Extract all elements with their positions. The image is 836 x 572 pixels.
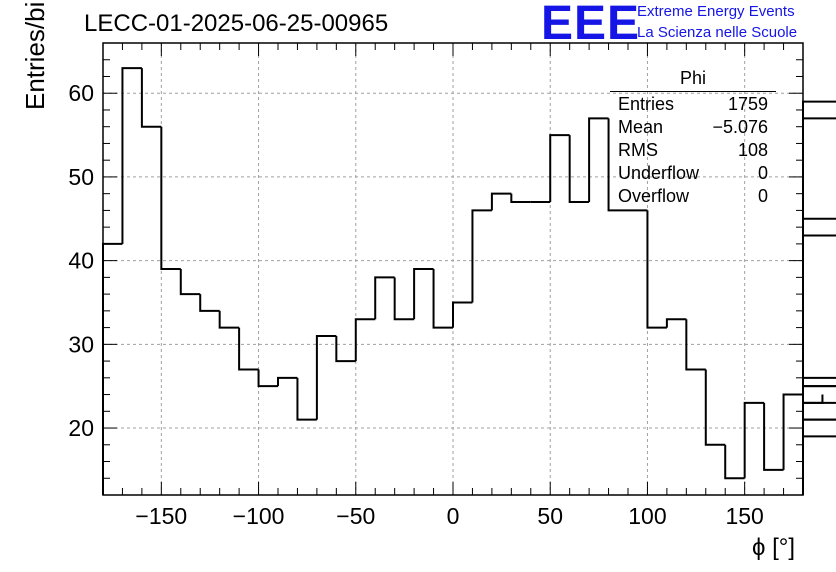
stats-value: 0 — [757, 186, 768, 206]
histogram-bin — [179, 269, 201, 296]
x-tick-label: 100 — [628, 503, 666, 529]
histogram-bin — [803, 217, 836, 220]
axis-tick-labels: −150 −100 −50 0 50 100 150 20 30 40 50 60 — [68, 80, 763, 529]
histogram-bin — [549, 134, 570, 203]
x-axis-label: ϕ [°] — [752, 534, 796, 561]
histogram-bin — [218, 310, 240, 329]
histogram-bin — [704, 369, 726, 446]
stats-row-underflow: Underflow 0 — [610, 162, 776, 185]
x-tick-label: −50 — [336, 503, 375, 529]
stats-value: 108 — [737, 140, 768, 160]
histogram-bin — [160, 126, 181, 270]
logo-caption-line2: La Scienza nelle Scuole — [637, 24, 798, 41]
histogram-bin — [685, 319, 706, 371]
histogram-bin — [121, 67, 142, 244]
x-tick-label: 0 — [447, 503, 460, 529]
stats-row-entries: Entries 1759 — [610, 93, 776, 116]
logo-caption-line1: Extreme Energy Events — [637, 3, 795, 20]
stats-row-rms: RMS 108 — [610, 139, 776, 162]
histogram-bin — [743, 401, 765, 479]
stats-label: Entries — [618, 94, 675, 114]
stats-label: Underflow — [618, 163, 700, 183]
histogram-bin — [393, 277, 415, 321]
x-tick-label: 50 — [537, 503, 563, 529]
y-axis-label: Entries/bin — [20, 0, 50, 110]
stats-label: RMS — [618, 140, 658, 160]
eee-logo: EEE — [541, 0, 641, 50]
histogram-bin — [588, 117, 609, 203]
y-tick-label: 50 — [68, 164, 94, 190]
stats-row-mean: Mean −5.076 — [610, 116, 776, 139]
stats-label: Mean — [618, 117, 664, 137]
x-tick-label: 150 — [725, 503, 763, 529]
histogram-bin — [354, 318, 376, 362]
histogram-bin — [471, 209, 492, 303]
plot-title: LECC-01-2025-06-25-00965 — [84, 10, 389, 37]
stats-label: Overflow — [618, 186, 690, 206]
stats-row-overflow: Overflow 0 — [610, 185, 776, 208]
histogram-bin — [803, 401, 836, 404]
y-tick-label: 40 — [68, 248, 94, 274]
histogram-bin — [568, 135, 590, 204]
histogram-bin — [724, 444, 745, 480]
histogram-bin — [238, 327, 259, 371]
histogram-bin — [140, 68, 162, 128]
histogram-bin — [102, 242, 123, 495]
y-tick-label: 30 — [68, 331, 94, 357]
stats-value: 1759 — [727, 94, 768, 114]
histogram-bin — [257, 369, 278, 388]
histogram-bin — [646, 210, 667, 329]
histogram-bin — [374, 276, 395, 320]
histogram-bin — [296, 377, 317, 421]
histogram-bin — [803, 117, 836, 120]
y-tick-label: 20 — [68, 415, 94, 441]
histogram-bin — [277, 376, 298, 387]
histogram-bin — [199, 294, 220, 312]
x-tick-label: −150 — [135, 503, 187, 529]
histogram-bin — [490, 192, 512, 211]
histogram-bin — [803, 394, 824, 404]
axis-ticks — [102, 42, 804, 496]
histogram-bin — [763, 402, 784, 471]
histogram-bin — [803, 234, 836, 237]
x-tick-label: −100 — [233, 503, 285, 529]
histogram-bin — [803, 418, 836, 421]
stats-title: Phi — [610, 68, 776, 92]
histogram-bin — [413, 268, 434, 320]
histogram-bin — [803, 418, 836, 421]
stats-value: −5.076 — [712, 117, 768, 137]
histogram-bin — [665, 318, 687, 328]
histogram-bin — [782, 393, 803, 470]
histogram-bin — [803, 385, 836, 388]
y-tick-label: 60 — [68, 80, 94, 106]
histogram-bin — [607, 118, 628, 212]
histogram-bin — [432, 269, 453, 329]
stats-box: Phi Entries 1759 Mean −5.076 RMS 108 Und… — [610, 68, 776, 208]
histogram-bin — [315, 334, 337, 420]
histogram-bin — [452, 301, 473, 328]
stats-value: 0 — [757, 163, 768, 183]
histogram-bin — [510, 193, 531, 204]
histogram-bin — [803, 376, 836, 379]
histogram-bin — [335, 335, 356, 363]
